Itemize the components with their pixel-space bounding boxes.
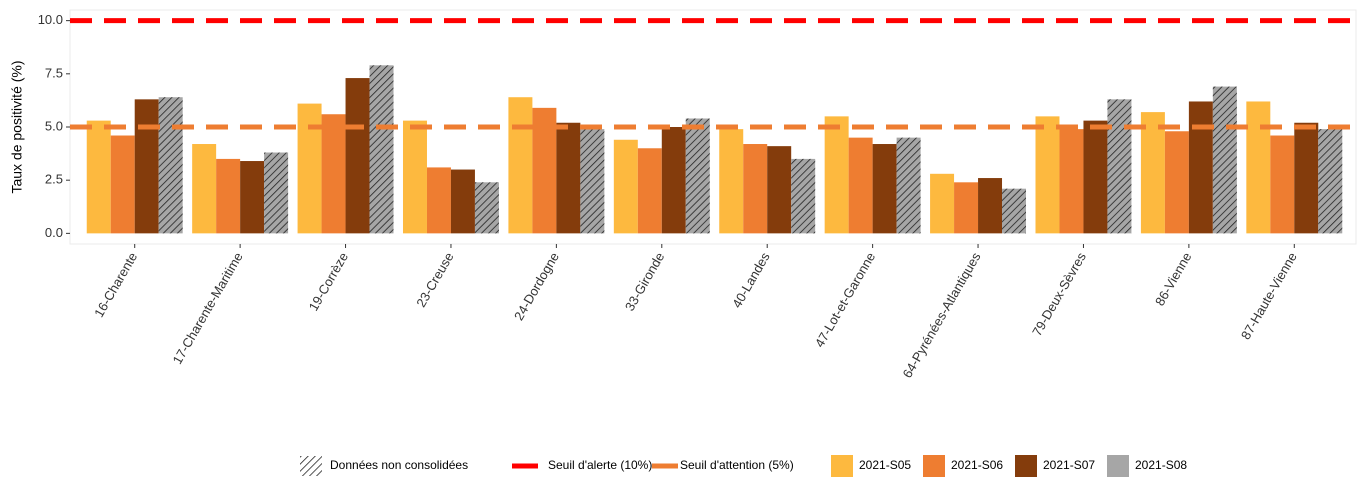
bar	[743, 144, 768, 234]
bar-hatch	[1318, 129, 1343, 234]
bar	[192, 144, 217, 234]
bar	[1083, 120, 1108, 234]
bar	[613, 139, 638, 234]
bar	[532, 107, 557, 234]
legend-label: 2021-S05	[859, 458, 911, 472]
bar	[719, 129, 744, 234]
x-tick-label: 19-Corrèze	[306, 250, 352, 314]
bar	[110, 135, 135, 234]
y-tick-label: 10.0	[38, 12, 63, 27]
bar-hatch	[580, 129, 605, 234]
bar	[240, 161, 265, 234]
bar	[1164, 131, 1189, 234]
x-tick-label: 64-Pyrénées-Atlantiques	[899, 249, 983, 380]
bar	[661, 127, 686, 234]
x-tick-label: 16-Charente	[91, 250, 140, 320]
bar	[426, 167, 451, 234]
bar	[1270, 135, 1295, 234]
legend-label: Données non consolidées	[330, 458, 468, 472]
bar	[297, 103, 322, 234]
bar	[321, 114, 346, 234]
bar	[556, 122, 581, 234]
bar	[637, 148, 662, 234]
x-tick-label: 47-Lot-et-Garonne	[812, 250, 878, 350]
y-tick-label: 5.0	[45, 118, 63, 133]
y-tick-label: 0.0	[45, 225, 63, 240]
bar-hatch	[1212, 86, 1237, 234]
bar	[134, 99, 159, 234]
bar	[345, 78, 370, 234]
y-tick-label: 7.5	[45, 65, 63, 80]
legend: Données non consolidées Seuil d'alerte (1…	[300, 455, 1187, 477]
legend-swatch	[300, 456, 322, 476]
bar-hatch	[685, 118, 710, 234]
legend-swatch	[831, 455, 853, 477]
bar	[954, 182, 979, 234]
x-tick-label: 17-Charente-Maritime	[169, 250, 245, 367]
bar-hatch	[1002, 188, 1027, 234]
legend-label: 2021-S07	[1043, 458, 1095, 472]
x-tick-label: 23-Creuse	[413, 250, 456, 310]
bar	[508, 97, 533, 234]
bar	[824, 116, 849, 234]
legend-label: Seuil d'alerte (10%)	[548, 458, 652, 472]
y-tick-label: 2.5	[45, 172, 63, 187]
x-tick-label: 87-Haute-Vienne	[1238, 250, 1300, 342]
bar	[1246, 101, 1271, 234]
x-tick-label: 33-Gironde	[622, 250, 668, 314]
bar	[872, 144, 897, 234]
bar	[930, 173, 955, 234]
x-tick-label: 24-Dordogne	[511, 250, 562, 323]
bar	[450, 169, 475, 234]
x-tick-label: 79-Deux-Sèvres	[1029, 249, 1089, 338]
bar-hatch	[474, 182, 499, 234]
bar	[978, 178, 1003, 234]
bar-hatch	[896, 137, 921, 234]
bar	[1294, 122, 1319, 234]
legend-swatch	[1107, 455, 1129, 477]
bar	[767, 146, 792, 234]
bar-hatch	[791, 158, 816, 234]
x-tick-label: 40-Landes	[729, 249, 773, 310]
legend-label: 2021-S08	[1135, 458, 1187, 472]
bar-hatch	[369, 65, 394, 234]
bar-hatch	[1107, 99, 1132, 234]
legend-label: Seuil d'attention (5%)	[680, 458, 794, 472]
legend-swatch	[1015, 455, 1037, 477]
bar	[1059, 129, 1084, 234]
bar-hatch	[158, 97, 183, 234]
bar	[1188, 101, 1213, 234]
bar	[216, 158, 241, 234]
bar	[86, 120, 111, 234]
x-tick-label: 86-Vienne	[1152, 250, 1195, 309]
y-axis-label: Taux de positivité (%)	[9, 60, 25, 193]
bar	[1035, 116, 1060, 234]
bar	[1140, 112, 1165, 234]
bar-hatch	[264, 152, 289, 234]
bar	[848, 137, 873, 234]
legend-swatch	[923, 455, 945, 477]
legend-label: 2021-S06	[951, 458, 1003, 472]
bar	[402, 120, 427, 234]
